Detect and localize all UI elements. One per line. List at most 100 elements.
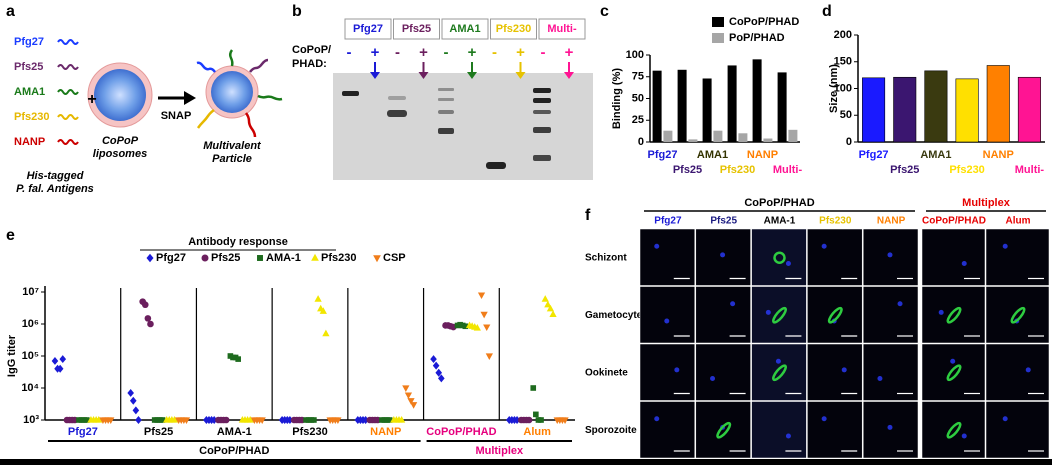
legend-label: Pfg27 bbox=[156, 252, 186, 264]
data-point bbox=[322, 329, 330, 337]
group-label: Multiplex bbox=[962, 197, 1011, 209]
data-point bbox=[432, 361, 440, 370]
data-point bbox=[409, 402, 418, 409]
data-point bbox=[485, 353, 493, 360]
y-tick-label: 200 bbox=[834, 29, 852, 41]
nucleus-stain bbox=[961, 261, 967, 266]
antigen-label: Pfs230 bbox=[14, 111, 49, 123]
nucleus-stain bbox=[1002, 243, 1008, 249]
column-label: NANP bbox=[877, 216, 906, 227]
nucleus-stain bbox=[730, 301, 736, 307]
gel bbox=[333, 73, 593, 180]
panel-label: c bbox=[600, 3, 609, 20]
x-tick-label: Pfs230 bbox=[949, 164, 984, 176]
antibody-stain bbox=[773, 251, 786, 264]
bar bbox=[862, 77, 886, 143]
chart-title: Antibody response bbox=[188, 236, 288, 248]
bar bbox=[777, 72, 787, 142]
bar bbox=[1017, 76, 1041, 143]
micrograph bbox=[862, 343, 919, 401]
bar bbox=[955, 78, 979, 143]
x-tick-label: Pfs230 bbox=[292, 426, 327, 438]
plus-sign: + bbox=[468, 44, 477, 61]
data-point bbox=[95, 416, 103, 423]
lane-arrow-head bbox=[467, 72, 477, 79]
antigen-label: NANP bbox=[14, 136, 45, 148]
x-tick-label: Multi- bbox=[1015, 164, 1045, 176]
x-tick-label: Pfg27 bbox=[648, 149, 678, 161]
minus-sign: - bbox=[444, 44, 449, 61]
legend-label: CoPoP/PHAD bbox=[729, 16, 799, 28]
panel-label: b bbox=[292, 3, 302, 20]
nucleus-stain bbox=[821, 416, 827, 422]
x-tick-label: AMA1 bbox=[920, 149, 951, 161]
nucleus-stain bbox=[938, 309, 944, 315]
panel-label: a bbox=[6, 3, 15, 20]
lane-arrow-head bbox=[370, 72, 380, 79]
micrograph bbox=[695, 401, 751, 459]
micrograph bbox=[985, 343, 1050, 401]
legend-label: AMA-1 bbox=[266, 252, 301, 264]
lane-label: AMA1 bbox=[449, 23, 480, 35]
legend-swatch bbox=[712, 17, 724, 27]
nucleus-stain bbox=[821, 243, 827, 249]
data-point bbox=[407, 398, 415, 405]
micrograph bbox=[862, 286, 919, 344]
antigen-squiggle bbox=[57, 114, 79, 120]
x-tick-label: Pfg27 bbox=[68, 426, 98, 438]
micrograph bbox=[985, 401, 1050, 459]
antigen-squiggle bbox=[57, 39, 79, 45]
data-point bbox=[397, 416, 406, 423]
antigen-caption: His-tagged bbox=[27, 170, 84, 182]
legend-marker bbox=[201, 254, 209, 262]
data-point bbox=[235, 356, 241, 362]
product-label: Multivalent bbox=[203, 140, 262, 152]
x-tick-label: Pfs25 bbox=[890, 164, 919, 176]
bar bbox=[763, 138, 773, 142]
nucleus-stain bbox=[785, 433, 791, 439]
micrograph bbox=[751, 286, 807, 344]
liposome-label: liposomes bbox=[93, 148, 147, 160]
antibody-stain bbox=[827, 306, 843, 324]
nucleus-stain bbox=[887, 424, 893, 430]
nucleus-stain bbox=[654, 243, 660, 249]
micrograph bbox=[751, 401, 807, 459]
column-label: Pfs25 bbox=[710, 216, 737, 227]
gel-bands bbox=[342, 88, 551, 169]
y-axis-label: Size (nm) bbox=[828, 64, 840, 113]
legend-marker bbox=[146, 253, 154, 263]
nucleus-stain bbox=[710, 376, 716, 381]
data-point bbox=[561, 417, 569, 424]
data-point bbox=[404, 392, 413, 400]
data-point bbox=[246, 416, 254, 423]
row-label: Gametocyte bbox=[585, 310, 643, 321]
micrograph bbox=[807, 228, 863, 286]
micrograph bbox=[921, 286, 986, 344]
nucleus-stain bbox=[877, 376, 883, 381]
micrograph bbox=[695, 286, 751, 344]
bar bbox=[986, 65, 1010, 143]
x-tick-label: Pfg27 bbox=[859, 149, 889, 161]
y-tick-label: 10⁷ bbox=[22, 286, 39, 298]
x-tick-label: CoPoP/PHAD bbox=[426, 426, 496, 438]
y-tick-label: 100 bbox=[626, 49, 644, 61]
y-axis-label: IgG titer bbox=[6, 334, 18, 377]
panel-label: e bbox=[6, 227, 15, 244]
y-tick-label: 100 bbox=[834, 82, 852, 94]
lane-arrow-head bbox=[515, 72, 526, 79]
micrograph bbox=[807, 343, 863, 401]
data-point bbox=[286, 416, 294, 424]
y-tick-label: 50 bbox=[840, 109, 852, 121]
data-point bbox=[51, 356, 59, 365]
antibody-stain bbox=[946, 364, 962, 382]
group-label: Multiplex bbox=[475, 445, 524, 457]
x-tick-label: NANP bbox=[370, 426, 401, 438]
plus-sign: + bbox=[419, 44, 428, 61]
nucleus-stain bbox=[841, 367, 847, 373]
data-point bbox=[170, 416, 179, 423]
minus-sign: - bbox=[541, 44, 546, 61]
data-point bbox=[477, 292, 486, 300]
y-tick-label: 50 bbox=[632, 92, 644, 104]
data-point bbox=[435, 368, 443, 377]
